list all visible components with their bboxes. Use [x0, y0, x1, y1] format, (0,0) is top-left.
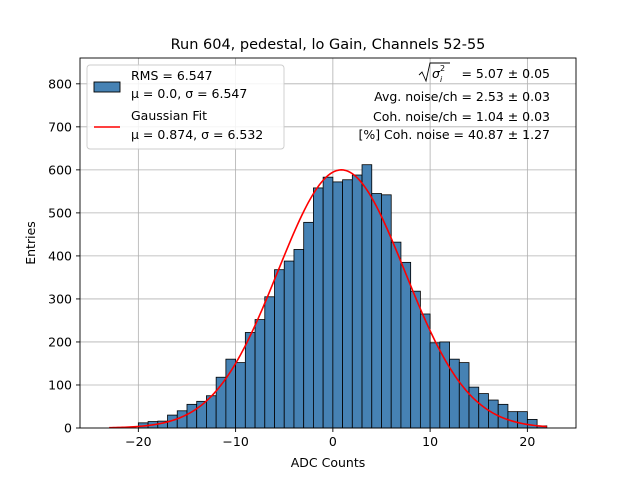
plot-frame [79, 57, 577, 429]
histogram-bar [468, 386, 480, 429]
histogram-bar [313, 187, 324, 429]
sigma-value: = 5.07 ± 0.05 [461, 66, 550, 81]
histogram-bar [361, 164, 373, 429]
y-tick-label: 800 [48, 76, 72, 91]
histogram-bar [419, 313, 431, 429]
y-tick-label: 700 [48, 119, 72, 134]
legend-fit-label: Gaussian Fit [131, 108, 207, 123]
y-tick-label: 0 [64, 421, 72, 436]
coh-noise-annotation: Coh. noise/ch = 1.04 ± 0.03 [373, 109, 550, 124]
histogram-bar [429, 342, 441, 429]
histogram-bar [293, 249, 305, 429]
histogram-bar [400, 261, 412, 429]
svg-text:σ: σ [432, 66, 441, 81]
legend-hist-params: μ = 0.0, σ = 6.547 [131, 86, 247, 101]
x-axis-ticks: −20 −10 0 10 20 [125, 428, 535, 449]
x-tick-label: 20 [519, 434, 535, 449]
histogram-bar [381, 194, 392, 429]
avg-noise-annotation: Avg. noise/ch = 2.53 ± 0.03 [374, 89, 550, 104]
x-tick-label: −20 [125, 434, 151, 449]
histogram-bar [225, 358, 237, 429]
legend-rms-label: RMS = 6.547 [131, 68, 213, 83]
histogram-bar [254, 319, 266, 429]
legend-fit-params: μ = 0.874, σ = 6.532 [131, 127, 263, 142]
gaussian-fit-line [109, 169, 547, 429]
y-axis-ticks: 0 100 200 300 400 500 600 700 800 [48, 76, 80, 436]
histogram-bar [478, 393, 489, 429]
histogram-bar [439, 341, 450, 429]
chart-title: Run 604, pedestal, lo Gain, Channels 52-… [171, 37, 486, 53]
y-tick-label: 400 [48, 248, 72, 263]
histogram-bar [176, 410, 188, 429]
sigma-formula-glyph: σ i 2 [418, 62, 450, 84]
histogram-bar [283, 260, 295, 429]
histogram-bar [244, 332, 256, 429]
histogram-bar [517, 411, 528, 429]
histogram-bar [410, 290, 421, 429]
y-tick-label: 200 [48, 334, 72, 349]
noise-annotations: σ i 2 = 5.07 ± 0.05 Avg. noise/ch = 2.53… [358, 62, 550, 142]
histogram-bar [303, 221, 314, 429]
y-tick-label: 500 [48, 205, 72, 220]
histogram-bar [526, 418, 538, 429]
x-tick-label: 10 [422, 434, 438, 449]
histogram-bar [351, 174, 363, 429]
y-axis-label: Entries [23, 221, 38, 265]
histogram-bar [264, 296, 275, 429]
y-tick-label: 100 [48, 377, 72, 392]
legend-patch-swatch [93, 81, 121, 93]
histogram-bar [390, 241, 402, 429]
y-tick-label: 300 [48, 291, 72, 306]
legend: RMS = 6.547 μ = 0.0, σ = 6.547 Gaussian … [86, 64, 285, 150]
y-tick-label: 600 [48, 162, 72, 177]
svg-text:2: 2 [440, 64, 445, 73]
histogram-bar [322, 176, 334, 429]
histogram-bar [235, 362, 246, 429]
histogram-bar [458, 362, 470, 429]
histogram-bars [137, 164, 548, 429]
x-tick-label: −10 [222, 434, 248, 449]
x-tick-label: 0 [329, 434, 337, 449]
histogram-bar [186, 403, 198, 429]
histogram-bar [332, 181, 343, 429]
histogram-bar [274, 269, 285, 429]
svg-text:i: i [440, 75, 443, 84]
histogram-bar [342, 179, 353, 429]
legend-box [86, 64, 285, 150]
coh-noise-pct-annotation: [%] Coh. noise = 40.87 ± 1.27 [358, 127, 550, 142]
x-axis-label: ADC Counts [291, 455, 366, 470]
histogram-bar [371, 193, 382, 429]
